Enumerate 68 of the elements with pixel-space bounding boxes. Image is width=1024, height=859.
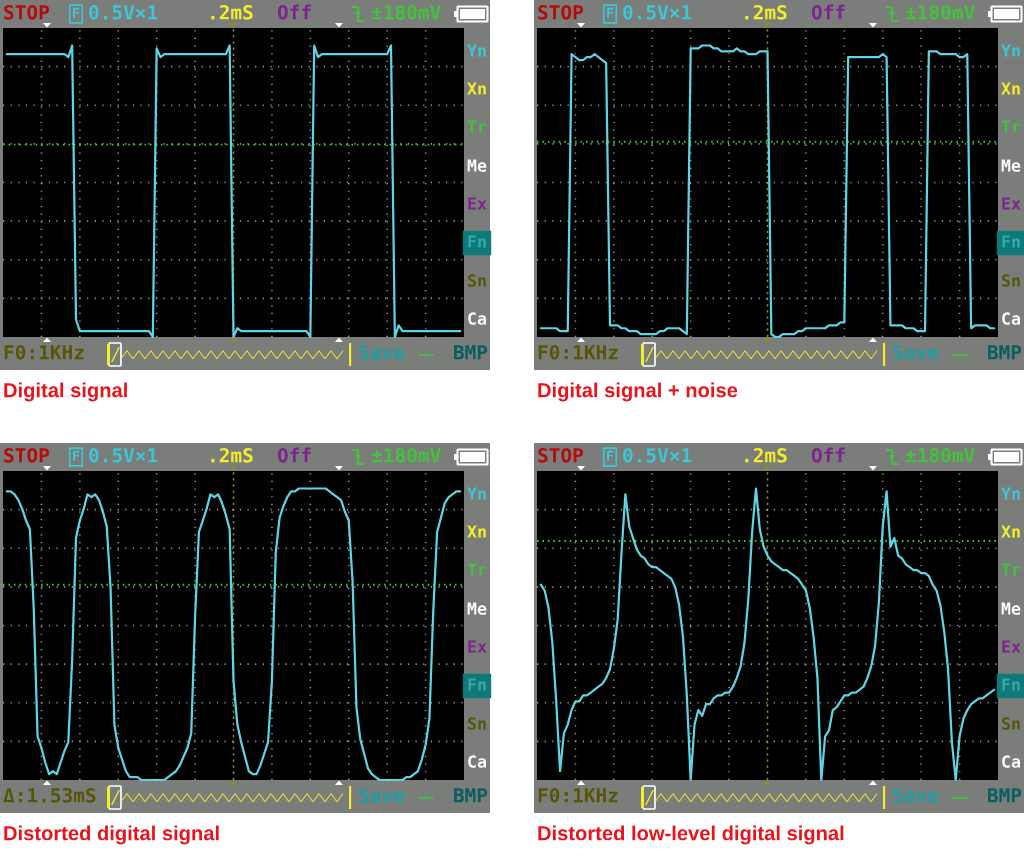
text: 0.5V×1: [89, 4, 158, 20]
text: Off: [277, 4, 311, 20]
text: Sn: [468, 274, 486, 287]
text: Save: [359, 344, 405, 360]
text: .2mS: [745, 447, 787, 463]
text: STOP: [4, 447, 50, 463]
text: Off: [811, 4, 845, 20]
text: Distorted low-level digital signal: [538, 825, 844, 845]
text: F: [607, 450, 614, 461]
text: ±180mV: [371, 447, 441, 463]
text: Digital signal + noise: [538, 382, 738, 402]
text: Ca: [1002, 755, 1021, 768]
text: Save: [893, 787, 939, 803]
text: Ca: [468, 755, 487, 768]
text: Xn: [467, 525, 486, 538]
text: Ex: [1002, 640, 1021, 653]
text: ±180mV: [371, 4, 441, 20]
text: Me: [467, 602, 487, 615]
text: 0.5V×1: [89, 447, 158, 463]
text: Sn: [468, 717, 486, 730]
text: Yn: [467, 487, 486, 500]
text: Digital signal: [4, 382, 127, 402]
text: F: [73, 7, 80, 18]
text: Sn: [1002, 717, 1020, 730]
text: Me: [467, 159, 487, 172]
text: .2mS: [745, 4, 787, 20]
text: Off: [277, 447, 311, 463]
text: Tr: [467, 563, 487, 576]
text: STOP: [4, 4, 50, 20]
text: Xn: [467, 82, 486, 95]
text: F0:1KHz: [538, 787, 618, 803]
text: STOP: [538, 447, 584, 463]
text: Tr: [1001, 120, 1021, 133]
text: Me: [1001, 159, 1021, 172]
text: Ca: [1002, 312, 1021, 325]
text: BMP: [454, 345, 488, 360]
text: F: [607, 7, 614, 18]
text: .2mS: [211, 4, 253, 20]
text: Distorted digital signal: [4, 825, 219, 845]
text: F0:1KHz: [538, 344, 618, 360]
text: Yn: [1001, 44, 1020, 57]
text: ±180mV: [905, 4, 975, 20]
text: .2mS: [211, 447, 253, 463]
text: Ca: [468, 312, 487, 325]
text: ±180mV: [905, 447, 975, 463]
text: Ex: [468, 640, 487, 653]
text: Yn: [467, 44, 486, 57]
text: Save: [893, 344, 939, 360]
text: Ex: [1002, 197, 1021, 210]
text: Sn: [1002, 274, 1020, 287]
text: Yn: [1001, 487, 1020, 500]
text: BMP: [988, 345, 1022, 360]
text: BMP: [988, 788, 1022, 803]
text: Save: [359, 787, 405, 803]
text: Tr: [467, 120, 487, 133]
text: Xn: [1001, 525, 1020, 538]
text: Ex: [468, 197, 487, 210]
text: F0:1KHz: [4, 344, 84, 360]
text: Me: [1001, 602, 1021, 615]
text: 0.5V×1: [623, 447, 692, 463]
text: BMP: [454, 788, 488, 803]
text: Off: [811, 447, 845, 463]
text: 0.5V×1: [623, 4, 692, 20]
text: Tr: [1001, 563, 1021, 576]
text: F: [73, 450, 80, 461]
text: Δ:1.53mS: [3, 787, 96, 803]
text: Xn: [1001, 82, 1020, 95]
text: STOP: [538, 4, 584, 20]
